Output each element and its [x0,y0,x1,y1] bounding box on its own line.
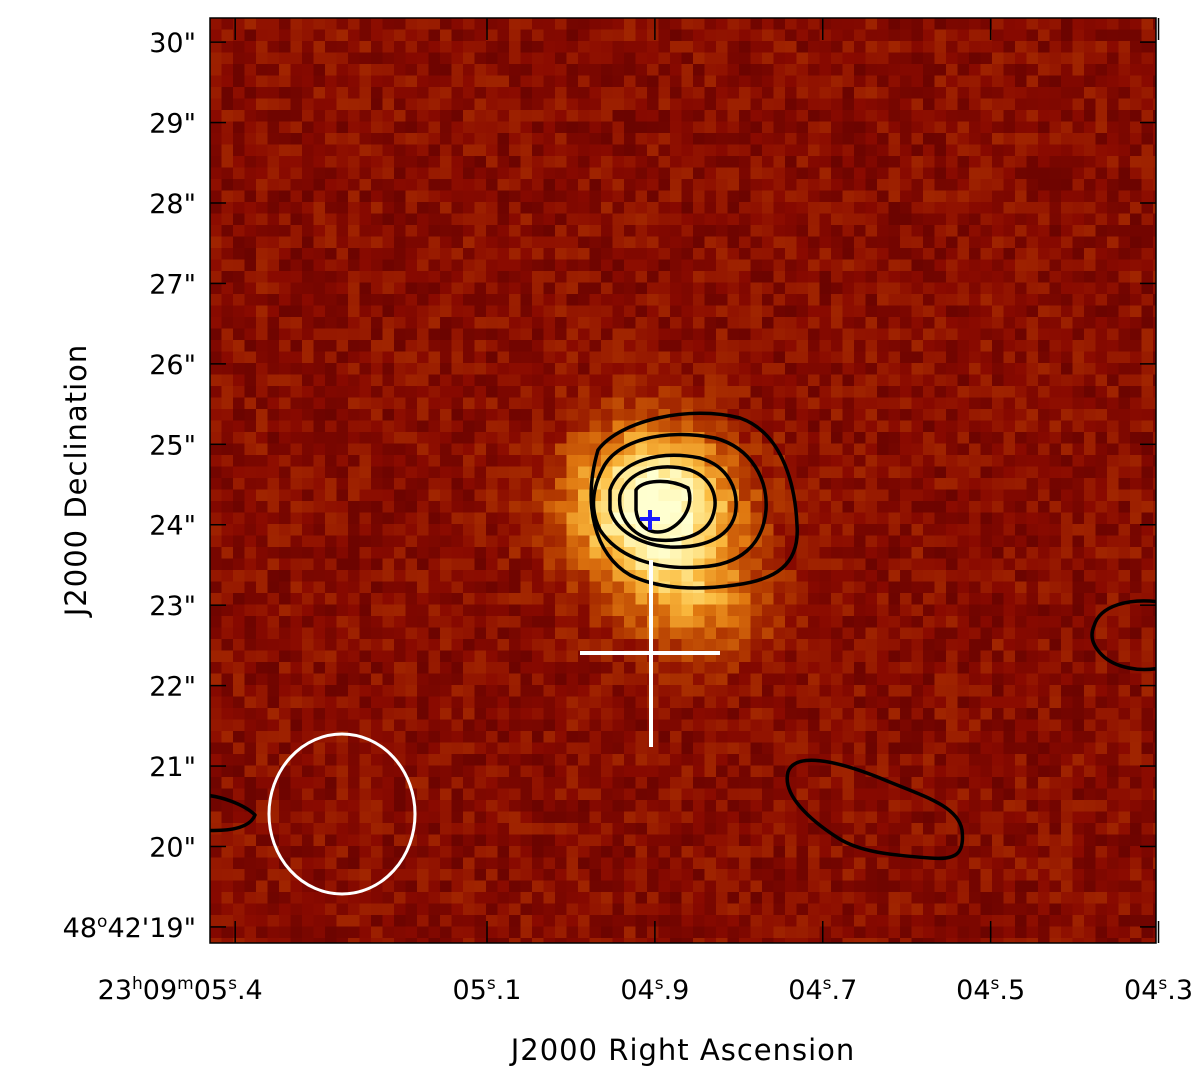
contour-right-edge [1090,599,1156,672]
dec-tick-label: 27" [149,269,196,300]
ra-tick-label: 04s.7 [788,974,857,1006]
ra-tick-label: 04s.9 [620,974,689,1006]
sky-intensity-image [210,18,1156,943]
ra-tick-label: 23h09m05s.4 [98,974,263,1006]
dec-tick-label: 24" [149,511,196,542]
beam-ellipse [267,732,417,896]
contour-level-1 [589,411,799,590]
y-axis-title: J2000 Declination [59,344,93,619]
dec-tick-label: 23" [149,591,196,622]
dec-tick-label: 20" [149,832,196,863]
ra-tick-label: 04s.5 [956,974,1025,1006]
position-cross-marker [580,560,720,747]
ra-tick-label: 05s.1 [453,974,522,1006]
contour-level-4 [618,465,717,543]
dec-tick-label: 29" [149,109,196,140]
emission-contours [210,411,1156,861]
contour-level-5 [634,479,692,534]
contour-level-3 [608,453,738,549]
x-axis-title: J2000 Right Ascension [509,1033,856,1067]
overlay-markers [267,510,720,896]
contour-level-2 [591,432,768,570]
plot-frame [209,17,1157,944]
dec-tick-label: 28" [149,189,196,220]
axis-tick-labels: 30" 29" 28" 27" 26" 25" 24" 23" 22" 21" 20" 48o42'1… [63,28,1193,1006]
dec-tick-label: 48o42'19" [63,912,196,944]
peak-position-marker [640,510,660,530]
dec-tick-label: 21" [149,752,196,783]
dec-tick-label: 30" [149,28,196,59]
axis-ticks [210,18,1160,943]
ra-tick-label: 04s.3 [1124,974,1193,1006]
contour-left-edge [210,794,257,833]
dec-tick-label: 22" [149,672,196,703]
contour-lower-right [785,758,965,861]
dec-tick-label: 25" [149,430,196,461]
dec-tick-label: 26" [149,350,196,381]
